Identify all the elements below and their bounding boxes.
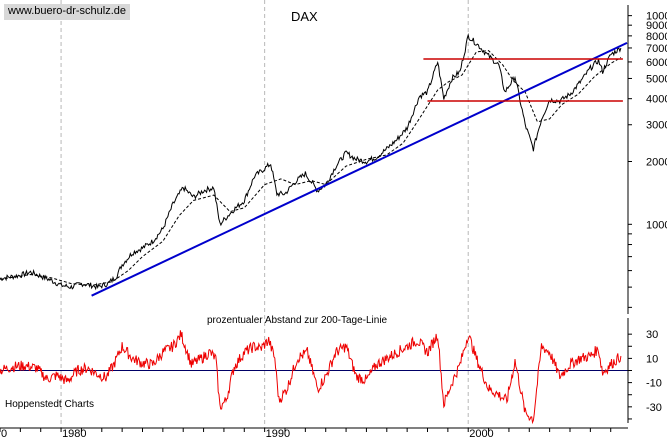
- top-y-tick-label: 10000: [646, 11, 667, 23]
- top-y-tick-label: 3000: [646, 120, 667, 132]
- x-tick-label: 1980: [62, 428, 86, 439]
- x-tick-label: 1990: [266, 428, 290, 439]
- credit-label: Hoppenstedt Charts: [5, 399, 94, 410]
- dax-line: [0, 33, 622, 291]
- distance-panel: [0, 330, 628, 425]
- chart-title: DAX: [291, 9, 318, 24]
- grid-lines: [60, 0, 469, 428]
- bottom-y-tick-label: -10: [646, 378, 662, 390]
- moving-average-200-line: [0, 50, 622, 286]
- top-y-tick-label: 9000: [646, 20, 667, 32]
- x-tick-label: 2000: [469, 428, 493, 439]
- bottom-y-tick-label: 10: [646, 353, 658, 365]
- lower-panel-title: prozentualer Abstand zur 200-Tage-Linie: [207, 315, 388, 326]
- top-y-tick-label: 2000: [646, 156, 667, 168]
- website-watermark[interactable]: www.buero-dr-schulz.de: [4, 4, 130, 20]
- top-y-tick-label: 6000: [646, 57, 667, 69]
- axes: [0, 5, 632, 432]
- distance-line: [0, 330, 622, 425]
- tick-labels: 1000 2000 3000 4000 5000 6000 7000800090001000…: [1, 11, 667, 439]
- top-y-tick-label: 1000: [646, 219, 667, 231]
- top-y-tick-label: 8000: [646, 31, 667, 43]
- top-y-tick-label: 7000: [646, 43, 667, 55]
- bottom-y-tick-label: 30: [646, 329, 658, 341]
- bottom-y-tick-label: -30: [646, 402, 662, 414]
- top-y-tick-label: 5000: [646, 73, 667, 85]
- top-y-tick-label: 4000: [646, 94, 667, 106]
- trend-line: [91, 41, 628, 297]
- dax-panel: [0, 33, 628, 297]
- x-tick-label: 0: [1, 428, 7, 439]
